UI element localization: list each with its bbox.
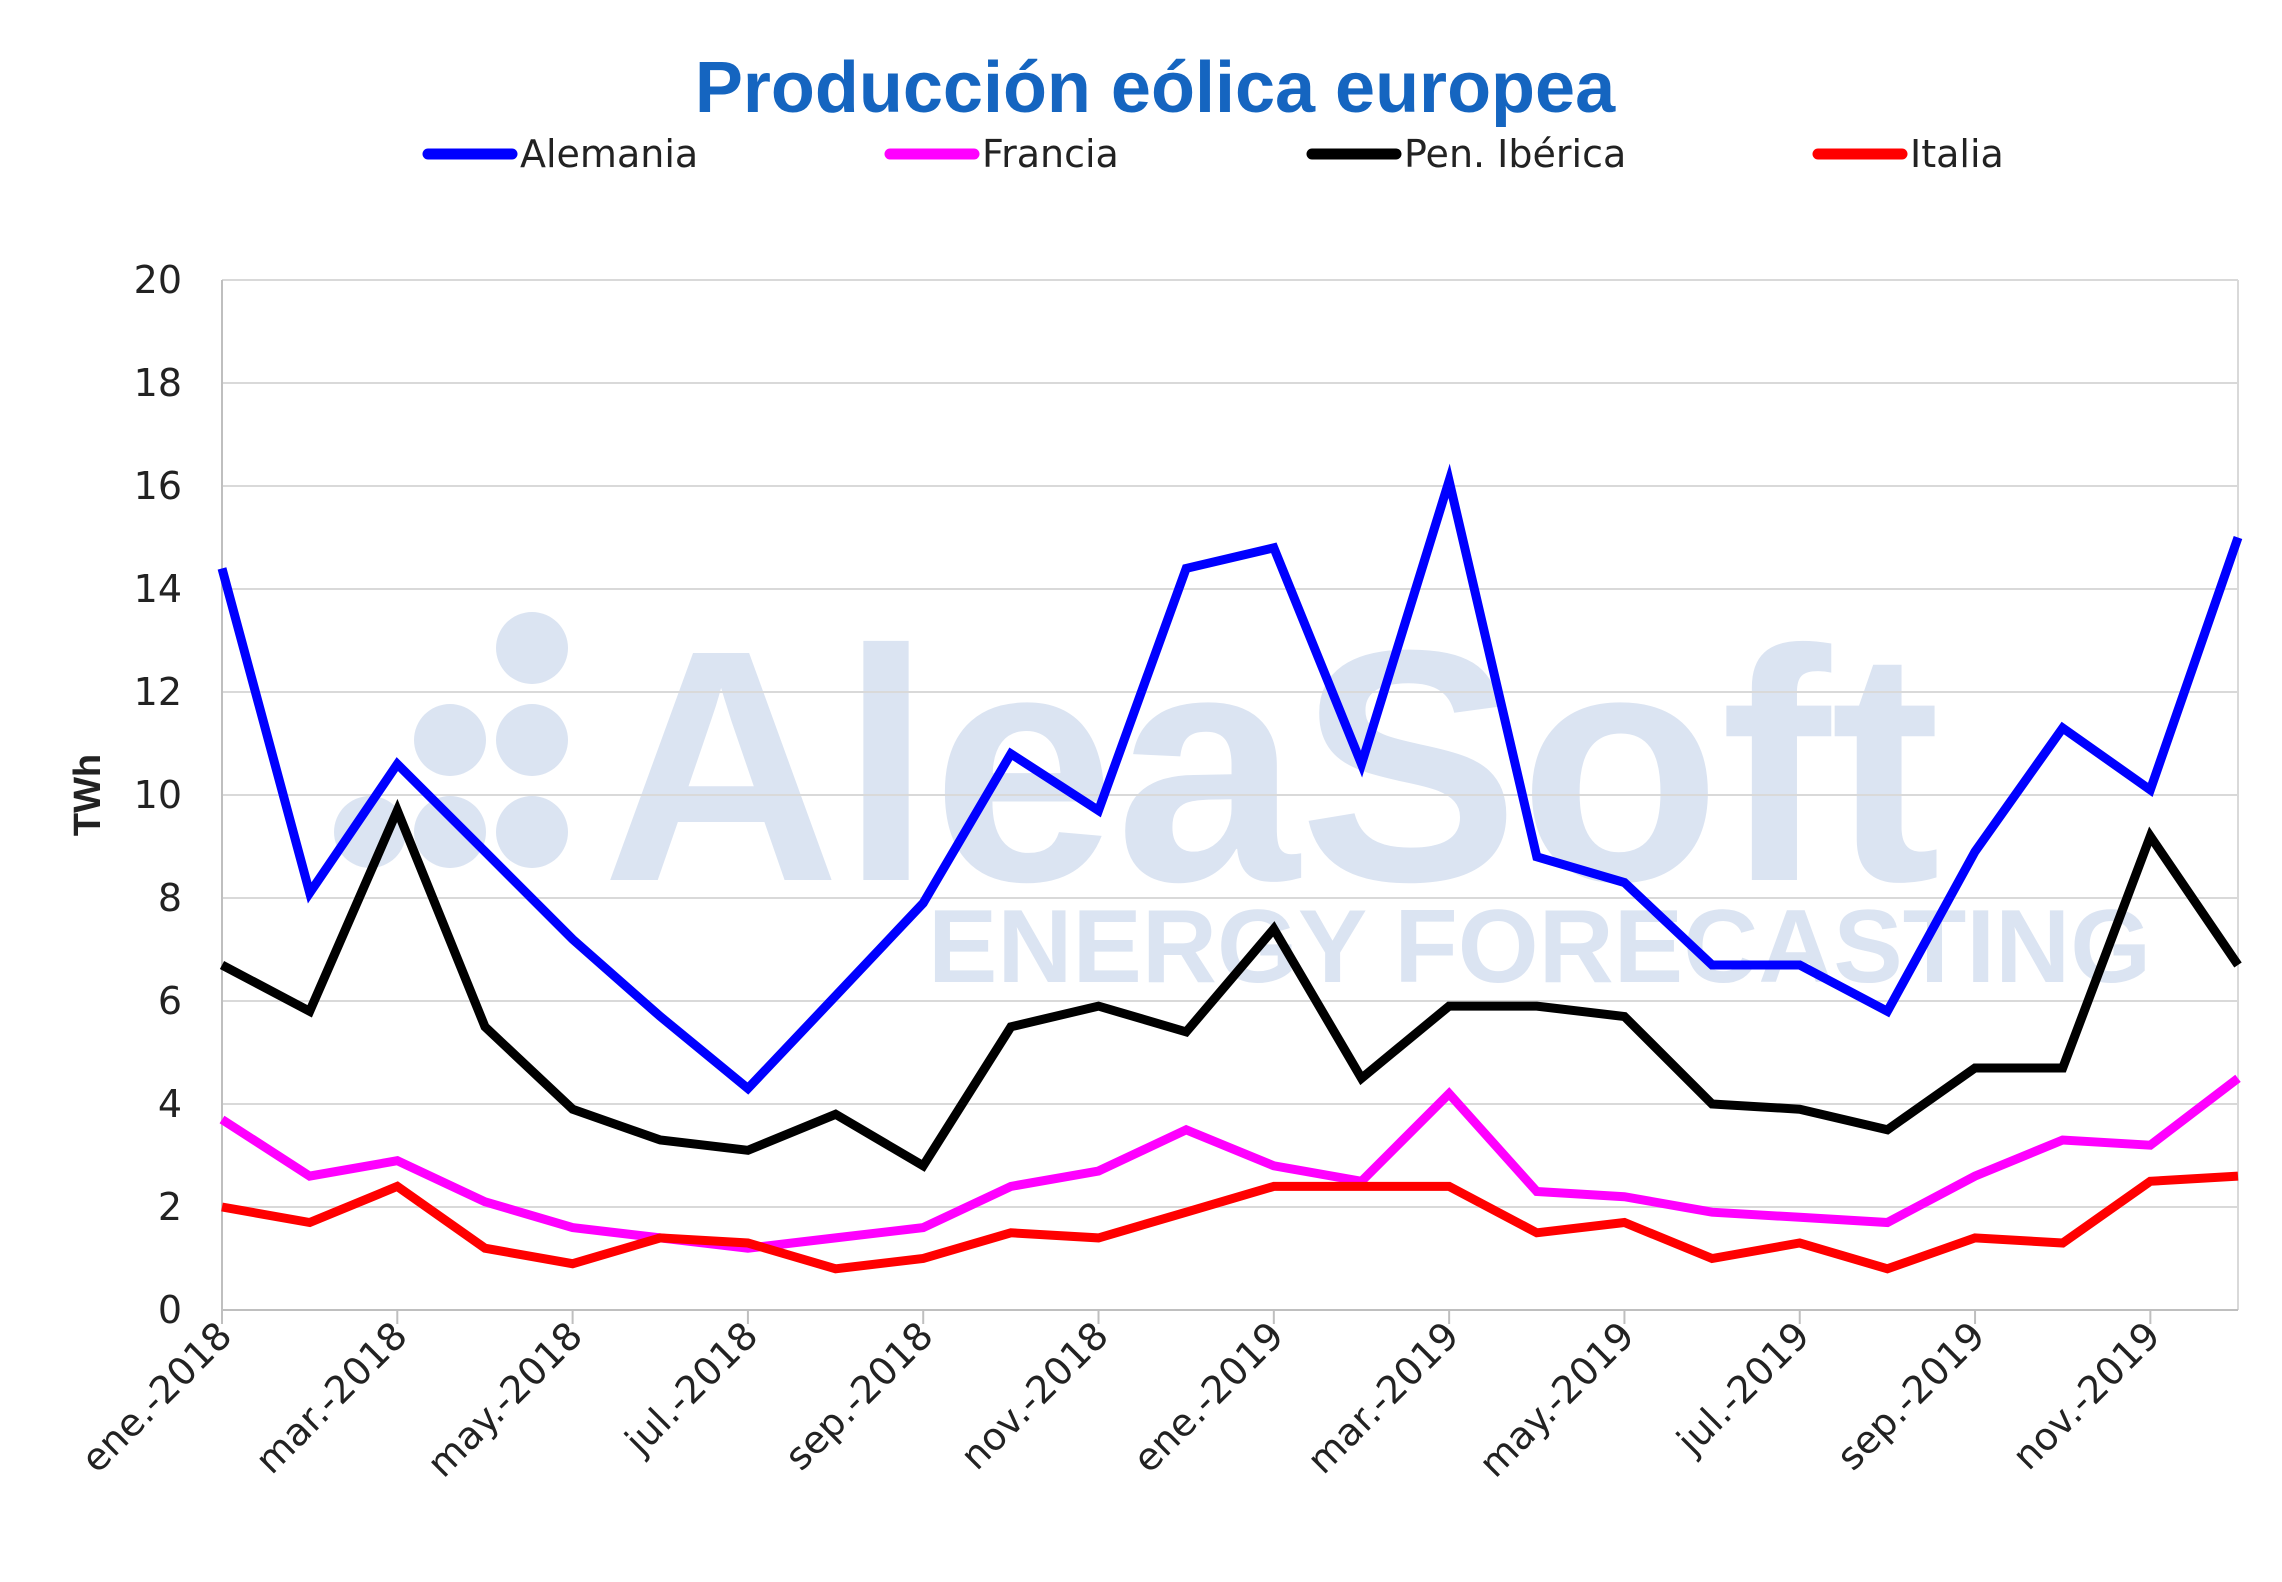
x-tick-label: ene.-2019 <box>1124 1313 1292 1481</box>
series-lines <box>217 463 2243 1274</box>
y-tick-label: 12 <box>134 670 182 714</box>
gridlines <box>222 279 2238 1208</box>
y-tick-label: 4 <box>158 1082 182 1126</box>
legend-label: Italia <box>1910 132 2004 176</box>
series-line <box>219 798 2242 1172</box>
legend-label: Pen. Ibérica <box>1404 132 1626 176</box>
x-tick-label: mar.-2019 <box>1299 1313 1468 1482</box>
x-tick-label: sep.-2019 <box>1828 1313 1993 1478</box>
series-line <box>217 463 2243 1095</box>
x-tick-label: jul.-2019 <box>1668 1313 1818 1463</box>
y-tick-label: 8 <box>158 876 182 920</box>
axes <box>221 280 2239 1311</box>
x-tick-label: sep.-2018 <box>776 1313 941 1478</box>
y-tick-label: 10 <box>134 773 182 817</box>
watermark-logo-dots <box>334 612 568 868</box>
legend: Alemania Francia Pen. Ibérica Italia <box>422 132 2004 176</box>
legend-label: Francia <box>982 132 1119 176</box>
series-line <box>219 1074 2241 1253</box>
chart-title: Producción eólica europea <box>695 48 1616 128</box>
legend-label: Alemania <box>520 132 698 176</box>
y-axis-label: TWh <box>67 754 109 836</box>
x-tick-label: may.-2019 <box>1470 1313 1642 1485</box>
y-tick-label: 6 <box>158 979 182 1023</box>
y-tick-label: 20 <box>134 258 182 302</box>
x-tick-label: may.-2018 <box>419 1313 591 1485</box>
y-tick-label: 2 <box>158 1185 182 1229</box>
x-tick-label: nov.-2019 <box>2004 1313 2169 1478</box>
watermark-tagline: ENERGY FORECASTING <box>928 889 2151 1005</box>
x-tick-label: jul.-2018 <box>616 1313 766 1463</box>
x-axis-ticks: ene.-2018 mar.-2018 may.-2018 jul.-2018 sep.… <box>73 1310 2169 1486</box>
watermark-brand: AleaSoft <box>602 581 1941 950</box>
y-tick-label: 18 <box>134 361 182 405</box>
y-tick-label: 14 <box>134 567 182 611</box>
x-tick-label: nov.-2018 <box>952 1313 1117 1478</box>
x-tick-label: mar.-2018 <box>247 1313 416 1482</box>
y-tick-label: 16 <box>134 464 182 508</box>
x-tick-label: ene.-2018 <box>73 1313 241 1481</box>
y-tick-label: 0 <box>158 1288 182 1332</box>
series-line <box>221 1171 2239 1274</box>
y-axis-ticks: 0 2 4 6 8 10 12 14 16 18 20 <box>134 258 182 1332</box>
watermark: AleaSoft ENERGY FORECASTING <box>334 581 2151 1005</box>
